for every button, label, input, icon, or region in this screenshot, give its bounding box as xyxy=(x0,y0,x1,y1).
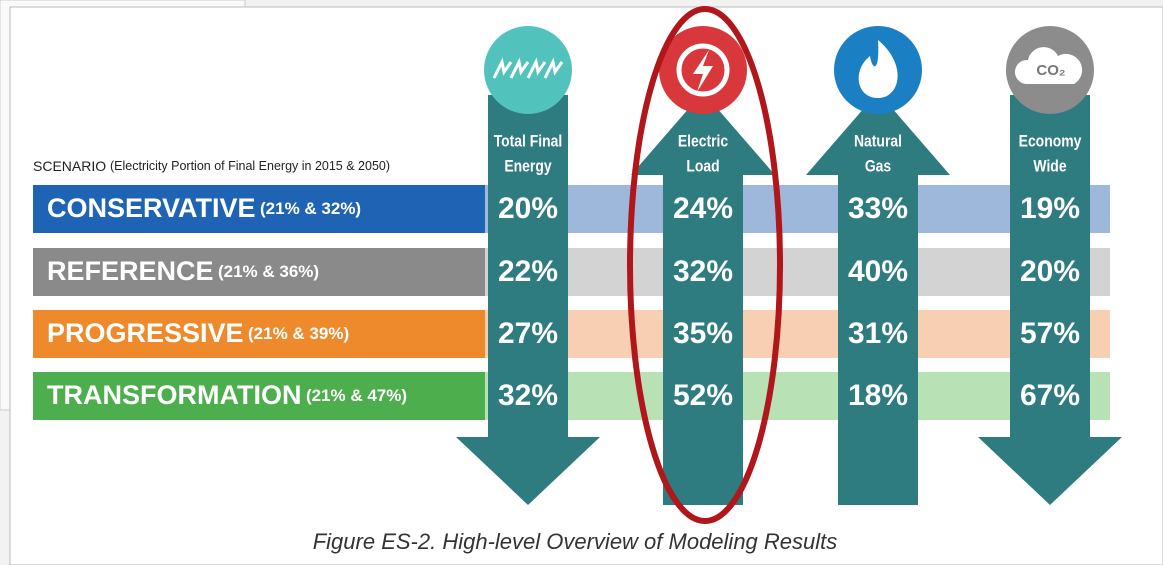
column-label: Load xyxy=(686,157,719,176)
value: 40% xyxy=(848,255,908,288)
arrow-down xyxy=(456,95,600,505)
arrow-down xyxy=(978,95,1122,505)
icon-ring xyxy=(676,43,730,97)
caption: Figure ES-2. High-level Overview of Mode… xyxy=(313,529,838,554)
scenario-name: TRANSFORMATION xyxy=(47,380,301,410)
scenario-note: (21% & 36%) xyxy=(218,262,319,281)
column-label: Energy xyxy=(504,157,552,176)
arrow-up xyxy=(806,92,950,505)
value: 19% xyxy=(1020,192,1080,225)
value: 52% xyxy=(673,379,733,412)
column-label: Wide xyxy=(1033,157,1066,176)
scenario-bar xyxy=(33,185,485,233)
light-band xyxy=(485,248,1110,296)
value: 22% xyxy=(498,255,558,288)
scenario-note: (21% & 32%) xyxy=(260,199,361,218)
value: 33% xyxy=(848,192,908,225)
value: 20% xyxy=(498,192,558,225)
icon-bolt xyxy=(526,57,547,79)
value: 32% xyxy=(673,255,733,288)
icon-bolt xyxy=(693,50,713,92)
value: 67% xyxy=(1020,379,1080,412)
column-label: Natural xyxy=(854,132,902,151)
scenario-bar xyxy=(33,248,485,296)
column-label: Gas xyxy=(865,157,891,176)
icon-cloud xyxy=(1014,47,1083,84)
scenario-heading: SCENARIO (Electricity Portion of Final E… xyxy=(33,158,390,174)
scenario-name: PROGRESSIVE xyxy=(47,318,244,348)
icon-flame xyxy=(858,40,898,98)
subheading: (Electricity Portion of Final Energy in … xyxy=(110,159,390,173)
light-band xyxy=(485,310,1110,358)
heading: SCENARIO xyxy=(33,158,106,174)
value: 57% xyxy=(1020,317,1080,350)
column-label: Electric xyxy=(678,132,729,151)
scenario-label: REFERENCE (21% & 36%) xyxy=(47,256,319,286)
value: 27% xyxy=(498,317,558,350)
scenario-label: CONSERVATIVE (21% & 32%) xyxy=(47,193,361,223)
scenario-note: (21% & 39%) xyxy=(248,324,349,343)
column-label: Total Final xyxy=(494,132,563,151)
icon-circle xyxy=(484,26,572,114)
value: 24% xyxy=(673,192,733,225)
scenario-name: REFERENCE xyxy=(47,256,214,286)
bands: CONSERVATIVE (21% & 32%) REFERENCE (21% &… xyxy=(33,185,1110,420)
light-band xyxy=(485,372,1110,420)
icon-bolt xyxy=(492,57,513,79)
arrow-up xyxy=(631,92,775,505)
scenario-bar xyxy=(33,310,485,358)
values: 20% 24% 33% 19% 22% 32% 40% 20% 27% 35% 31% 57% 32% 5… xyxy=(498,192,1080,412)
value: 18% xyxy=(848,379,908,412)
scenario-note: (21% & 47%) xyxy=(306,386,407,405)
scenario-label: PROGRESSIVE (21% & 39%) xyxy=(47,318,349,348)
scenario-bar xyxy=(33,372,485,420)
value: 35% xyxy=(673,317,733,350)
highlight-ellipse xyxy=(627,6,783,524)
icon-bolt xyxy=(509,57,530,79)
scenario-name: CONSERVATIVE xyxy=(47,193,256,223)
arrows: Total Final Energy Electric Load Natural Gas C… xyxy=(456,26,1122,505)
column-label: Economy xyxy=(1019,132,1082,151)
scenario-label: TRANSFORMATION (21% & 47%) xyxy=(47,380,407,410)
icon-text: CO₂ xyxy=(1036,62,1065,79)
light-band xyxy=(485,185,1110,233)
value: 32% xyxy=(498,379,558,412)
icon-bolt xyxy=(543,57,564,79)
value: 31% xyxy=(848,317,908,350)
value: 20% xyxy=(1020,255,1080,288)
